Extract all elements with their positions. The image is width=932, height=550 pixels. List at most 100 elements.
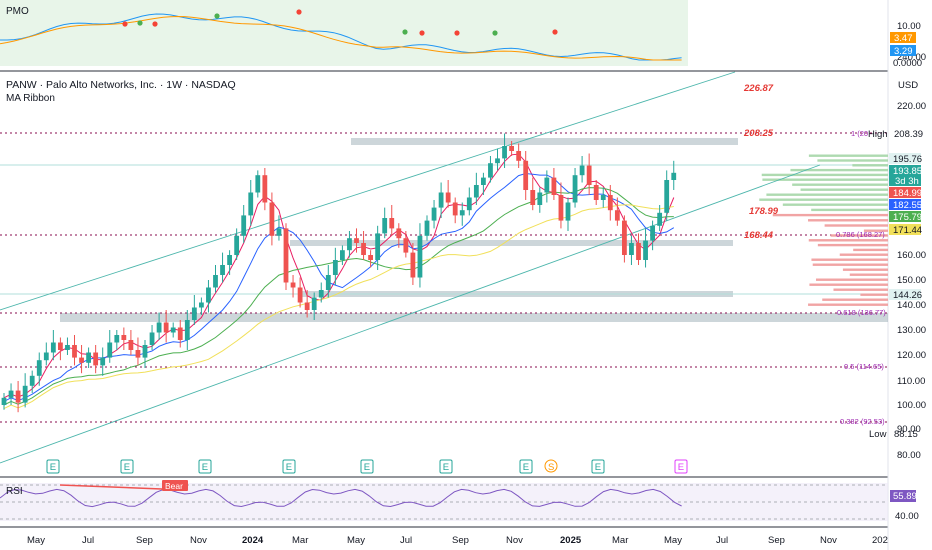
candle-body — [340, 250, 345, 260]
tag-17579-bg — [889, 211, 921, 222]
pmo-tick-0: 0.0000 — [893, 58, 922, 69]
candle-body — [65, 345, 70, 350]
rsi-tick-40: 40.00 — [895, 511, 919, 522]
candle-body — [424, 220, 430, 236]
chart-title: PANW · Palo Alto Networks, Inc. · 1W · N… — [6, 79, 236, 91]
candle-body — [671, 172, 677, 180]
candle-body — [163, 322, 169, 333]
candle-body — [93, 352, 99, 366]
volume-profile-bar — [860, 293, 888, 296]
candle-body — [177, 327, 183, 340]
channel-lower-line — [0, 164, 821, 464]
pmo-tick-10: 10.00 — [897, 21, 921, 32]
candle-body — [459, 210, 465, 216]
time-tick-label: Sep — [452, 535, 469, 546]
candle-body — [283, 228, 289, 283]
level-17899-label: 178.99 — [749, 206, 779, 217]
candle-body — [537, 192, 543, 205]
indicator-label: MA Ribbon — [6, 93, 55, 104]
tag-19576-bg — [889, 153, 921, 164]
candles — [1, 133, 677, 413]
candle-body — [142, 345, 148, 358]
volume-profile-bar — [852, 164, 888, 167]
volume-profile-bar — [808, 239, 888, 242]
candle-body — [199, 302, 204, 308]
candle-body — [304, 302, 310, 310]
rsi-tag — [890, 490, 916, 502]
volume-profile-bar — [817, 159, 888, 162]
candle-body — [607, 195, 613, 211]
candle-body — [72, 345, 77, 358]
price-axis[interactable]: 80.00 90.00 100.00 110.00 120.00 130.00 140.00… — [897, 52, 926, 461]
bear-label: Bear — [165, 481, 183, 491]
price-tick-label: 100.00 — [897, 400, 926, 411]
rsi-line — [0, 484, 682, 508]
time-tick-label: 2025 — [560, 535, 582, 546]
pmo-cross-dot — [454, 30, 460, 36]
candle-body — [347, 238, 352, 251]
tag-19385-bg — [889, 165, 921, 186]
currency-label: USD — [898, 80, 918, 91]
volume-profile-bar — [863, 229, 888, 232]
volume-profile — [759, 154, 888, 306]
price-tick-label: 240.00 — [897, 52, 926, 63]
volume-profile-bar — [790, 168, 888, 172]
price-tick-label: 220.00 — [897, 101, 926, 112]
tag-18255: 182.55 — [893, 200, 922, 211]
pmo-cross-dot — [214, 13, 220, 19]
level-20825-label: 208.25 — [743, 128, 774, 139]
candle-body — [332, 260, 338, 275]
time-tick-label: Nov — [820, 535, 837, 546]
candle-body — [375, 233, 381, 260]
pmo-tag-orange-text: 3.47 — [894, 33, 913, 44]
earnings-marker-label: E — [364, 462, 370, 473]
fib-382-label: 0.382 (92.53) — [840, 417, 885, 426]
channel-upper-line — [0, 71, 736, 311]
candle-body — [396, 228, 402, 239]
candle-body — [544, 177, 550, 193]
pmo-cross-dot — [296, 9, 302, 15]
candle-body — [579, 165, 585, 176]
candle-body — [255, 175, 261, 193]
time-tick-label: Jul — [400, 535, 412, 546]
candle-body — [516, 151, 522, 161]
earnings-marker-label: E — [523, 462, 529, 473]
candle-body — [593, 185, 599, 200]
candle-body — [318, 290, 324, 298]
candle-body — [276, 228, 282, 236]
price-tick-label: 80.00 — [897, 450, 921, 461]
high-value: 208.39 — [894, 129, 923, 140]
candle-body — [58, 342, 63, 350]
candle-body — [227, 255, 232, 265]
candle-body — [50, 342, 56, 353]
pmo-cross-dot — [492, 30, 498, 36]
earnings-marker — [282, 459, 296, 474]
candle-body — [241, 215, 247, 236]
time-axis[interactable]: May Jul Sep Nov 2024 Mar May Jul Sep Nov 2025 Mar Ma… — [27, 535, 888, 546]
volume-profile-bar — [812, 263, 888, 266]
pmo-lines — [0, 9, 682, 61]
pmo-label: PMO — [6, 6, 29, 17]
time-tick-label: Sep — [768, 535, 785, 546]
pmo-cross-dot — [137, 20, 143, 26]
tag-18255-bg — [889, 199, 921, 210]
candle-body — [8, 390, 14, 398]
candle-body — [213, 275, 218, 288]
volume-profile-bar — [830, 234, 888, 237]
candle-body — [438, 192, 444, 208]
candle-body — [565, 202, 571, 221]
candle-body — [354, 238, 359, 243]
tag-19385: 193.85 — [893, 166, 922, 177]
tag-18499-bg — [889, 187, 921, 198]
earnings-marker — [198, 459, 212, 474]
volume-profile-bar — [842, 268, 888, 271]
time-tick-label: Jul — [716, 535, 728, 546]
volume-profile-bar — [853, 248, 888, 252]
earnings-marker — [46, 459, 60, 474]
low-label: Low — [869, 429, 887, 440]
pmo-line — [0, 13, 682, 61]
earnings-marker — [439, 459, 453, 474]
candle-body — [403, 238, 409, 253]
time-tick-label: 202 — [872, 535, 888, 546]
